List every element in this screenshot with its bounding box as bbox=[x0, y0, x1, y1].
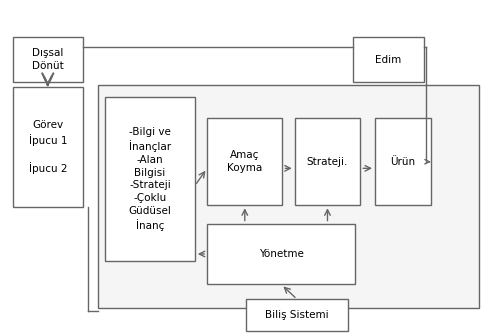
Text: Yönetme: Yönetme bbox=[259, 249, 304, 259]
Text: Edim: Edim bbox=[375, 55, 401, 65]
FancyBboxPatch shape bbox=[207, 223, 355, 284]
FancyBboxPatch shape bbox=[375, 118, 431, 205]
FancyBboxPatch shape bbox=[207, 118, 282, 205]
FancyBboxPatch shape bbox=[97, 85, 480, 308]
Text: Ürün: Ürün bbox=[390, 157, 415, 167]
FancyBboxPatch shape bbox=[12, 87, 83, 207]
FancyBboxPatch shape bbox=[246, 299, 348, 331]
FancyBboxPatch shape bbox=[295, 118, 360, 205]
Text: Dışsal
Dönüt: Dışsal Dönüt bbox=[32, 48, 63, 71]
FancyBboxPatch shape bbox=[105, 97, 195, 261]
Text: -Bilgi ve
İnançlar
-Alan
Bilgisi
-Strateji
-Çoklu
Güdüsel
İnanç: -Bilgi ve İnançlar -Alan Bilgisi -Strate… bbox=[128, 127, 171, 231]
Text: Görev
İpucu 1

İpucu 2: Görev İpucu 1 İpucu 2 bbox=[29, 120, 67, 174]
FancyBboxPatch shape bbox=[12, 38, 83, 82]
Text: Biliş Sistemi: Biliş Sistemi bbox=[265, 310, 329, 320]
Text: Amaç
Koyma: Amaç Koyma bbox=[227, 150, 262, 173]
Text: Strateji.: Strateji. bbox=[307, 157, 348, 167]
FancyBboxPatch shape bbox=[353, 38, 424, 82]
